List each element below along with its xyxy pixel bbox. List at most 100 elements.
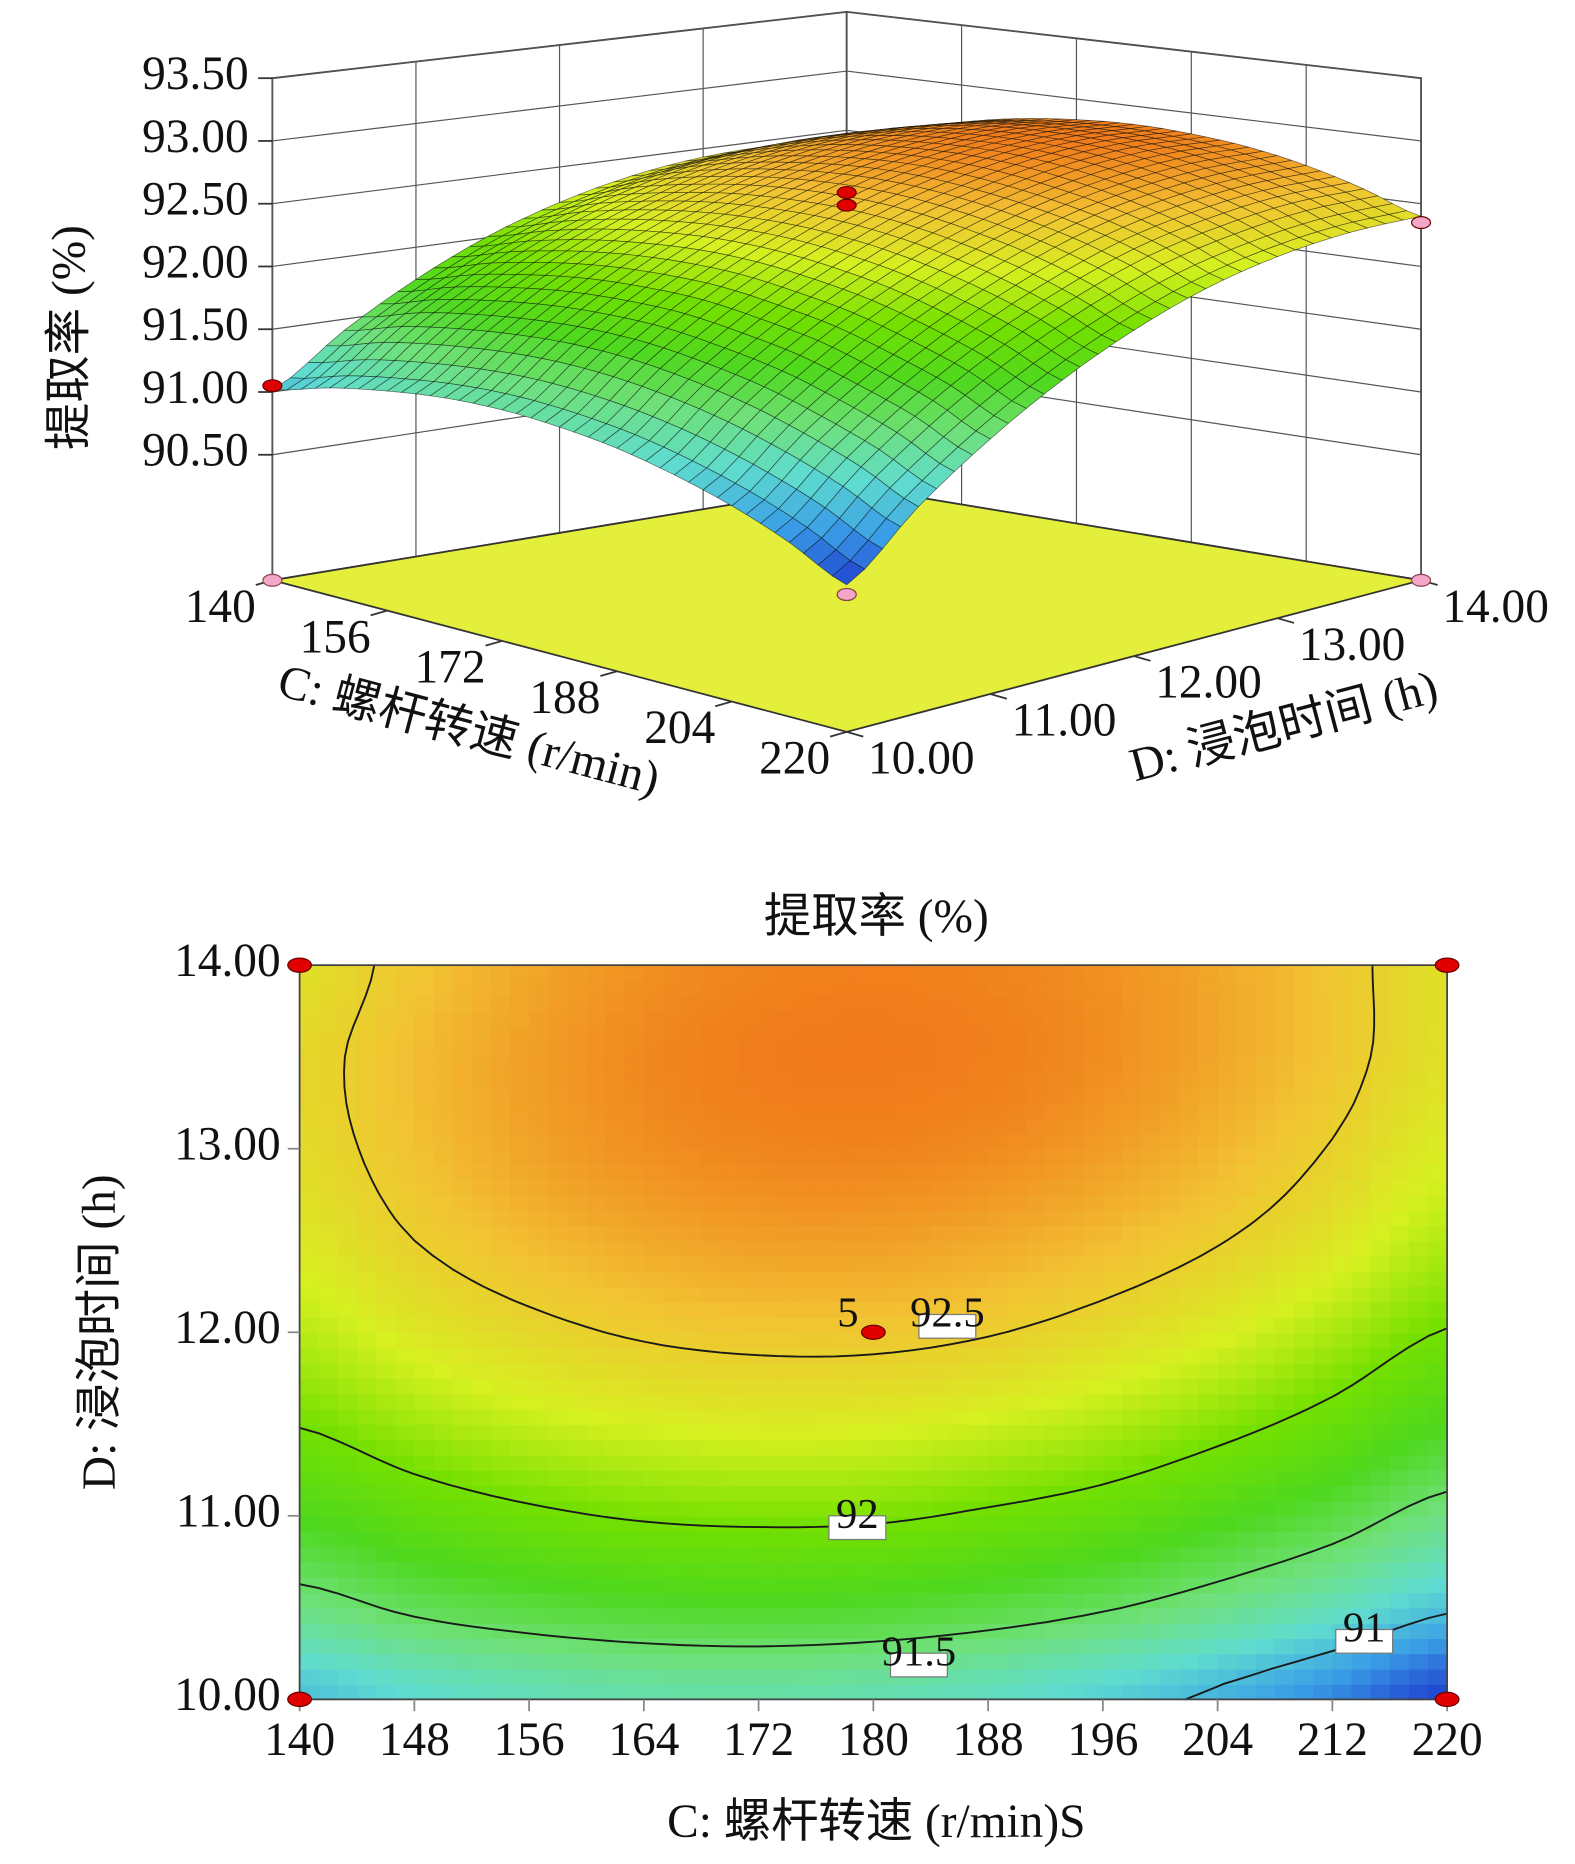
heat-cell <box>662 1271 683 1288</box>
heat-cell <box>1427 1546 1448 1563</box>
heat-cell <box>395 1271 416 1288</box>
heat-cell <box>1045 1515 1066 1532</box>
heat-cell <box>854 1118 875 1135</box>
heat-cell <box>701 1408 722 1425</box>
heat-cell <box>1427 980 1448 997</box>
heat-cell <box>873 1684 894 1701</box>
heat-cell <box>777 1454 798 1471</box>
heat-cell <box>835 1500 856 1517</box>
heat-cell <box>968 1561 989 1578</box>
heat-cell <box>1332 1362 1353 1379</box>
heat-cell <box>815 1301 836 1318</box>
heat-cell <box>1141 1515 1162 1532</box>
heat-cell <box>1294 1393 1315 1410</box>
heat-cell <box>662 1056 683 1074</box>
heat-cell <box>605 1577 626 1594</box>
heat-cell <box>777 1102 798 1119</box>
heat-cell <box>720 1439 741 1456</box>
heat-cell <box>796 1378 817 1395</box>
heat-cell <box>1102 1148 1123 1165</box>
heat-cell <box>1102 1485 1123 1502</box>
heat-cell <box>1160 1087 1181 1104</box>
heat-cell <box>815 1561 836 1578</box>
heat-cell <box>567 965 588 982</box>
heat-cell <box>567 1515 588 1532</box>
heat-cell <box>1026 1164 1047 1181</box>
heat-cell <box>1274 1072 1295 1089</box>
heat-cell <box>739 1240 760 1257</box>
heat-cell <box>1294 1332 1315 1349</box>
heat-cell <box>1102 1454 1123 1471</box>
heat-cell <box>1217 1607 1238 1624</box>
heat-cell <box>1427 1622 1448 1640</box>
heat-cell <box>1141 1424 1162 1441</box>
heat-cell <box>758 1194 779 1211</box>
heat-cell <box>662 1332 683 1349</box>
heat-cell <box>988 1378 1009 1395</box>
heat-cell <box>1294 1026 1315 1043</box>
heat-cell <box>567 1607 588 1624</box>
heat-cell <box>567 1072 588 1089</box>
heat-cell <box>1007 1194 1028 1211</box>
heat-cell <box>1083 1515 1104 1532</box>
y-tick <box>990 693 1008 700</box>
heat-cell <box>318 1148 339 1165</box>
heat-cell <box>988 1148 1009 1165</box>
heat-cell <box>567 1225 588 1242</box>
heat-cell <box>1160 1056 1181 1074</box>
heat-cell <box>1121 1500 1142 1517</box>
heat-cell <box>949 1362 970 1379</box>
heat-cell <box>605 1164 626 1181</box>
heat-cell <box>739 1408 760 1425</box>
heat-cell <box>949 995 970 1012</box>
heat-cell <box>777 1301 798 1318</box>
heat-cell <box>376 1393 397 1410</box>
heat-cell <box>1313 1316 1334 1334</box>
heat-cell <box>739 1439 760 1456</box>
heat-cell <box>624 1026 645 1043</box>
heat-cell <box>376 965 397 982</box>
heat-cell <box>720 1531 741 1548</box>
heat-cell <box>529 1026 550 1043</box>
heat-cell <box>892 1072 913 1089</box>
heat-cell <box>968 965 989 982</box>
heat-cell <box>433 1439 454 1456</box>
heat-cell <box>1294 1378 1315 1395</box>
heat-cell <box>1045 1255 1066 1272</box>
heat-cell <box>414 1118 435 1135</box>
heat-cell <box>796 1316 817 1334</box>
heat-cell <box>662 965 683 982</box>
heat-cell <box>777 1316 798 1334</box>
heat-cell <box>701 1515 722 1532</box>
heat-cell <box>930 1347 951 1364</box>
heat-cell <box>968 1393 989 1410</box>
heat-cell <box>968 1072 989 1089</box>
heat-cell <box>1408 1011 1429 1028</box>
heat-cell <box>949 980 970 997</box>
heat-cell <box>1294 1668 1315 1685</box>
heat-cell <box>1160 1362 1181 1379</box>
heat-cell <box>605 1454 626 1471</box>
heat-cell <box>1179 1087 1200 1104</box>
heat-cell <box>1141 1102 1162 1119</box>
heat-cell <box>701 1531 722 1548</box>
heat-cell <box>1045 1118 1066 1135</box>
heat-cell <box>1217 995 1238 1012</box>
heat-cell <box>356 1469 377 1487</box>
heat-cell <box>452 1133 473 1150</box>
heat-cell <box>548 1225 569 1242</box>
heat-cell <box>720 1561 741 1578</box>
heat-cell <box>376 1179 397 1196</box>
heat-cell <box>873 1393 894 1410</box>
heat-cell <box>1255 1653 1276 1670</box>
heat-cell <box>1007 1102 1028 1119</box>
heat-cell <box>643 1056 664 1074</box>
heat-cell <box>758 1424 779 1441</box>
y-tick <box>1133 655 1151 662</box>
heat-cell <box>968 1378 989 1395</box>
heat-cell <box>1179 1286 1200 1303</box>
heat-cell <box>356 1485 377 1502</box>
heat-cell <box>988 1408 1009 1425</box>
heat-cell <box>1294 1561 1315 1578</box>
